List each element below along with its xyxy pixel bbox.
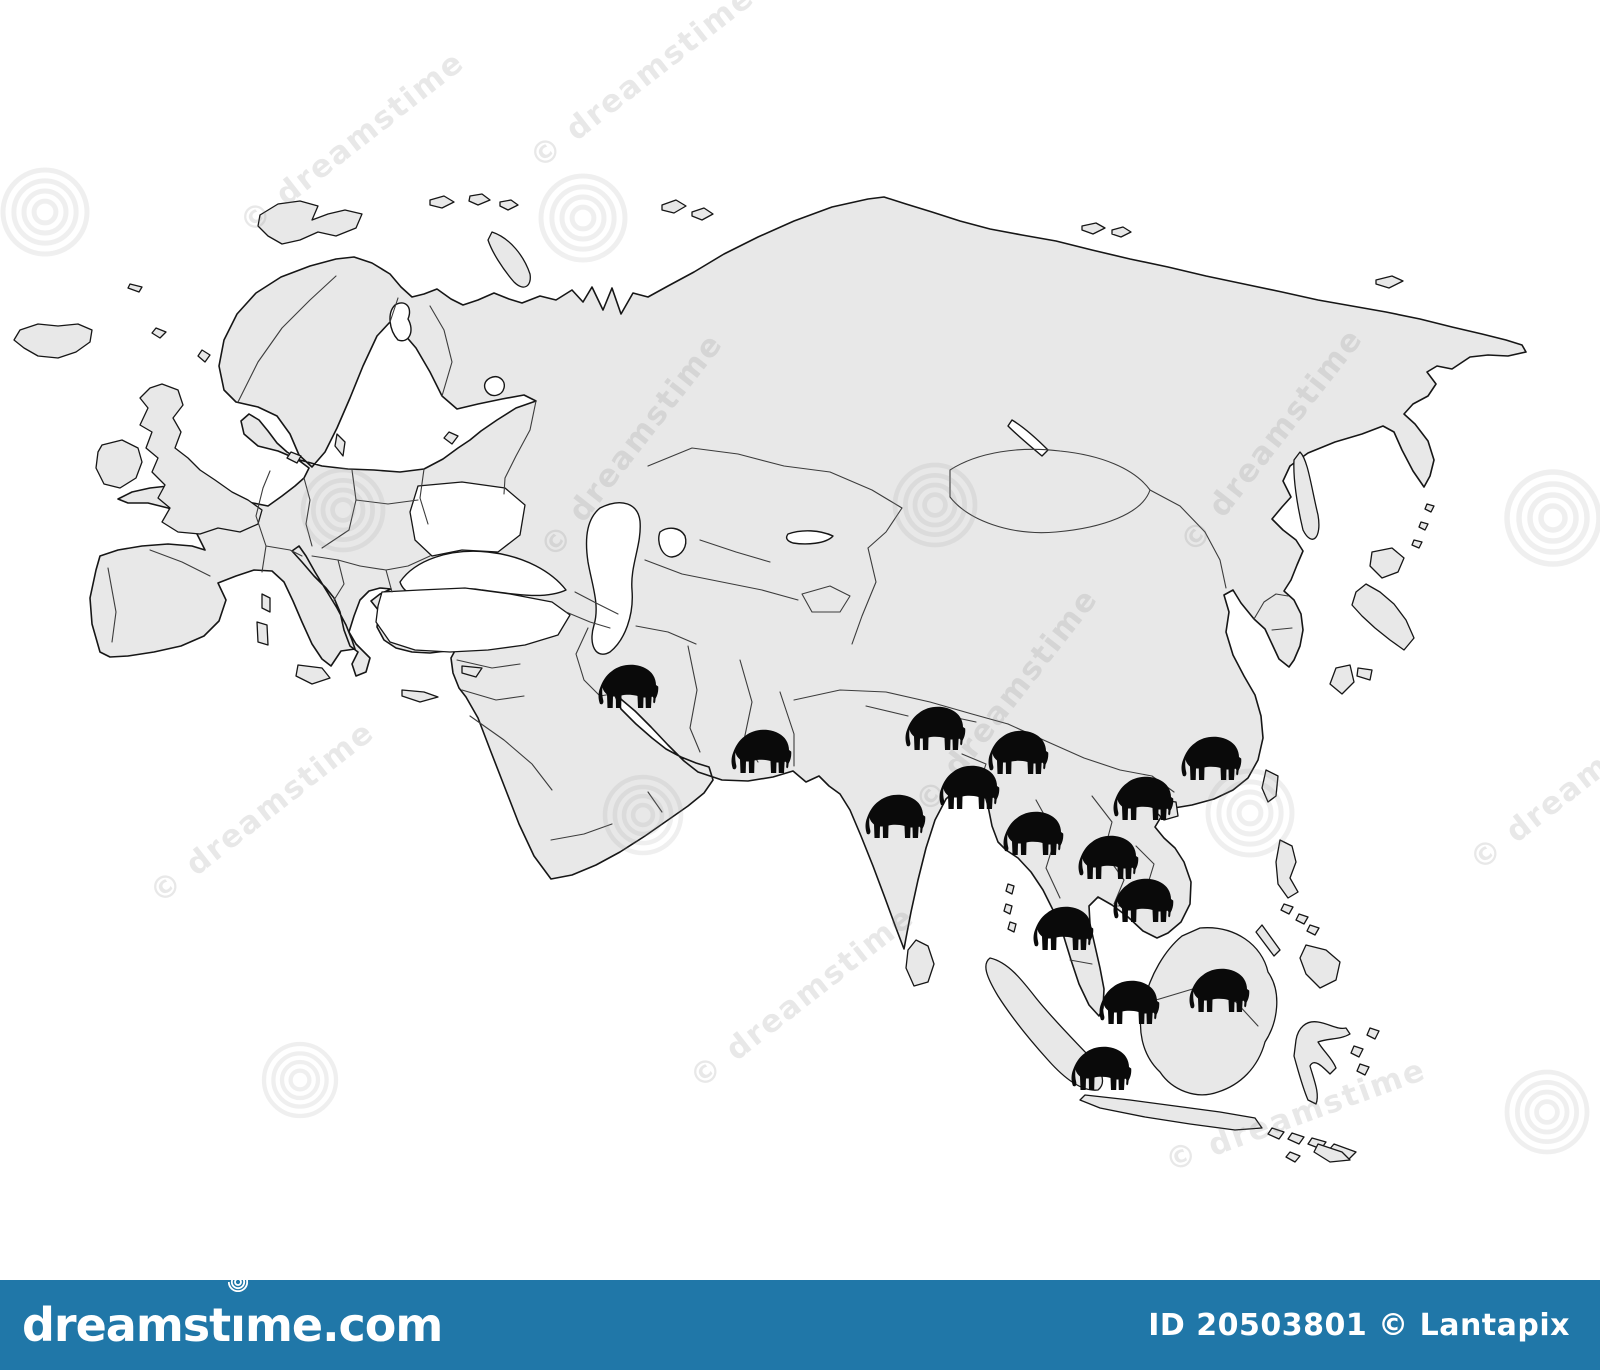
seas-and-lakes	[389, 302, 1049, 655]
watermark-text: © dreamstime	[683, 899, 922, 1097]
logo-text-pre: dreamst	[22, 1298, 231, 1352]
corsica	[261, 593, 271, 613]
watermark-spiral	[300, 467, 386, 553]
ukraine-shape	[409, 481, 526, 557]
turkey-shape	[375, 587, 571, 653]
watermark-spiral	[1504, 469, 1600, 567]
gotland	[334, 433, 346, 457]
watermark-spiral	[261, 1041, 339, 1119]
ireland	[95, 439, 143, 489]
lake-ladoga	[483, 376, 505, 397]
sri-lanka	[905, 939, 935, 987]
lake-baikal	[1007, 419, 1049, 457]
spiral-icon	[227, 1272, 248, 1292]
palawan	[1255, 924, 1281, 957]
crete	[401, 689, 439, 703]
danish-islands	[286, 451, 302, 464]
shetland	[197, 349, 211, 363]
continent-outline	[89, 196, 1527, 1017]
severnaya-zemlya	[661, 199, 714, 221]
watermark-text: © dreamstime	[143, 714, 382, 912]
franz-josef-land	[429, 193, 519, 211]
sulawesi	[1293, 1021, 1351, 1105]
watermark-spiral	[0, 167, 90, 257]
logo-letter-i: ı	[227, 1272, 248, 1370]
kyushu	[1329, 664, 1355, 695]
elephant-marker-malaysia	[1099, 980, 1160, 1024]
novaya-zemlya	[487, 231, 531, 288]
lake-balkhash	[785, 530, 834, 545]
white-countries	[375, 481, 571, 653]
watermark-spiral	[538, 173, 628, 263]
sumatra	[985, 957, 1104, 1091]
cyprus	[461, 665, 483, 678]
svalbard	[257, 200, 363, 245]
aral-sea	[658, 527, 687, 558]
watermark-spiral	[602, 774, 684, 856]
eurasia-mainland	[89, 196, 1527, 1017]
mindanao	[1299, 944, 1341, 989]
java	[1079, 1094, 1263, 1131]
halmahera-moluccas	[1350, 1027, 1380, 1076]
logo-text-post: me.com	[244, 1298, 443, 1352]
new-siberian-islands	[1081, 222, 1132, 238]
elephant-marker-south-thailand	[1033, 906, 1094, 950]
caspian-sea	[585, 502, 641, 655]
sardinia	[256, 621, 269, 646]
jan-mayen	[127, 283, 143, 293]
faroe-islands	[151, 327, 167, 339]
watermark-spiral	[1504, 1069, 1590, 1155]
white-sea	[389, 302, 412, 342]
visayas	[1280, 903, 1320, 936]
shikoku	[1356, 667, 1373, 681]
great-britain	[139, 383, 263, 535]
kuril-islands	[1411, 503, 1435, 549]
watermark-spiral	[1205, 768, 1295, 858]
andaman-islands	[1003, 883, 1017, 933]
eurasia-map: © dreamstime © dreamstime © dreamstime © dr…	[0, 0, 1600, 1180]
watermark-spiral	[892, 462, 978, 548]
wrangel-island	[1375, 275, 1404, 289]
estonian-islands	[443, 431, 459, 445]
watermark-text: © dreamstime	[1463, 681, 1600, 879]
honshu	[1351, 583, 1415, 651]
dreamstime-logo: dreamst ı me.com	[22, 1272, 443, 1370]
watermark-text: © dreamstime	[523, 0, 762, 176]
luzon	[1275, 839, 1299, 899]
taiwan	[1261, 769, 1279, 803]
image-credit: ID 20503801 © Lantapix	[1148, 1307, 1570, 1343]
watermark-footer-bar: dreamst ı me.com ID 20503801 © Lantapix	[0, 1272, 1600, 1370]
sakhalin	[1293, 451, 1320, 540]
sicily	[295, 664, 331, 685]
iceland	[13, 323, 93, 359]
timor	[1313, 1143, 1351, 1163]
hokkaido	[1369, 547, 1405, 579]
